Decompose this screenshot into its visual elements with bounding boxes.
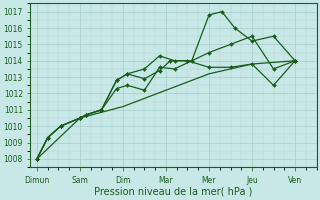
- X-axis label: Pression niveau de la mer( hPa ): Pression niveau de la mer( hPa ): [94, 187, 253, 197]
